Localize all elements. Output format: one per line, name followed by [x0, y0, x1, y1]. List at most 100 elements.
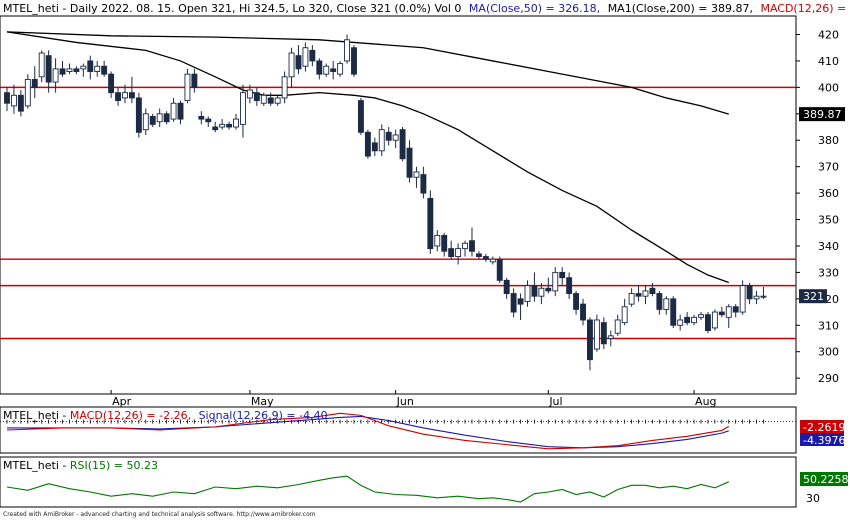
candle-body — [108, 73, 115, 94]
macd-line — [6, 412, 730, 450]
price-value-labels: 389.87 321 — [799, 107, 845, 304]
candle — [448, 240, 455, 260]
price-axis: 2903003103203303403503603703803904004104… — [796, 29, 839, 385]
candle — [142, 108, 149, 135]
candle-body — [482, 256, 489, 260]
candle-body — [10, 94, 17, 107]
candle — [24, 74, 31, 109]
candle-body — [628, 293, 635, 305]
macd-lines — [0, 412, 796, 450]
candle-body — [545, 287, 552, 292]
candle-body — [649, 287, 656, 295]
candle-body — [600, 322, 607, 345]
candle — [59, 60, 66, 77]
candle-body — [691, 316, 698, 324]
horizontal-levels — [0, 86, 796, 340]
candle-body — [503, 279, 510, 295]
candle — [698, 312, 704, 320]
candle-body — [469, 240, 475, 252]
candle — [496, 256, 503, 283]
chart-header: MTEL_heti - Daily 2022. 08. 15. Open 321… — [3, 2, 850, 15]
candle-body — [52, 68, 59, 83]
candle-body — [448, 248, 455, 257]
candle — [475, 251, 482, 260]
candle — [718, 306, 725, 318]
candle — [739, 280, 746, 315]
candle-body — [656, 293, 663, 310]
candle — [732, 304, 739, 318]
candle — [600, 317, 607, 350]
candle-body — [552, 271, 559, 292]
candle-body — [170, 102, 177, 120]
candle-body — [455, 248, 462, 257]
candle — [170, 97, 177, 122]
candle — [607, 330, 614, 347]
candle — [593, 314, 600, 352]
candle-body — [663, 298, 670, 310]
candle — [45, 50, 52, 93]
candle — [288, 47, 295, 88]
candle — [711, 309, 718, 331]
candle — [378, 124, 385, 157]
candle-body — [45, 55, 52, 83]
candle-body — [711, 311, 718, 329]
candle — [135, 92, 142, 138]
candle — [316, 58, 323, 80]
candle-body — [614, 319, 621, 334]
candle-body — [198, 115, 205, 120]
ma-line — [6, 31, 729, 284]
ma200-value-badge — [799, 107, 845, 122]
candle — [455, 243, 462, 265]
candle-body — [524, 285, 531, 302]
date-axis: Apr May Jun Jul Aug — [110, 390, 717, 408]
signal-line — [7, 415, 729, 449]
candle-body — [698, 314, 704, 318]
header-ma200: MA1(Close,200) = 389.87, — [608, 2, 753, 15]
candle-body — [732, 306, 739, 313]
candle-body — [281, 76, 288, 99]
candle — [614, 314, 621, 336]
candle-body — [184, 73, 191, 102]
candle-body — [163, 113, 170, 123]
candle-body — [392, 134, 399, 141]
candle — [482, 253, 489, 262]
candle-body — [746, 285, 753, 300]
candle — [663, 296, 670, 315]
candle — [156, 108, 163, 128]
candle — [621, 298, 628, 326]
candle-body — [212, 126, 219, 131]
candle-body — [17, 94, 24, 112]
candle-body — [413, 171, 420, 178]
candle-body — [309, 49, 316, 62]
candle — [191, 68, 198, 93]
candle — [684, 312, 691, 326]
y-tick-label: 420 — [818, 29, 839, 42]
candle — [212, 121, 219, 133]
candle — [246, 84, 253, 104]
last-close-label: 321 — [803, 290, 824, 303]
candle — [309, 45, 316, 67]
candle-body — [760, 295, 767, 298]
candle — [691, 314, 698, 326]
signal-value-label: -4.3976 — [803, 434, 845, 447]
candle-body — [31, 78, 38, 88]
x-month-label: May — [251, 395, 274, 408]
candle-body — [496, 258, 503, 281]
candle-body — [364, 131, 371, 157]
candle-body — [684, 316, 691, 324]
signal-value-badge — [800, 433, 844, 446]
candle — [17, 90, 24, 117]
candle — [66, 63, 73, 75]
rsi-header: MTEL_heti - RSI(15) = 50.23 — [3, 459, 158, 472]
candle — [80, 63, 87, 77]
candle-body — [128, 92, 135, 99]
candle-body — [101, 65, 108, 75]
candle-body — [378, 129, 385, 152]
macd-header: MTEL_heti - MACD(12,26) = -2.26, Signal(… — [3, 409, 328, 422]
x-month-label: Jul — [548, 395, 562, 408]
ma-line — [6, 31, 729, 115]
candle — [330, 60, 337, 80]
candle-body — [302, 47, 309, 67]
candle — [434, 230, 441, 252]
candle — [760, 286, 767, 299]
